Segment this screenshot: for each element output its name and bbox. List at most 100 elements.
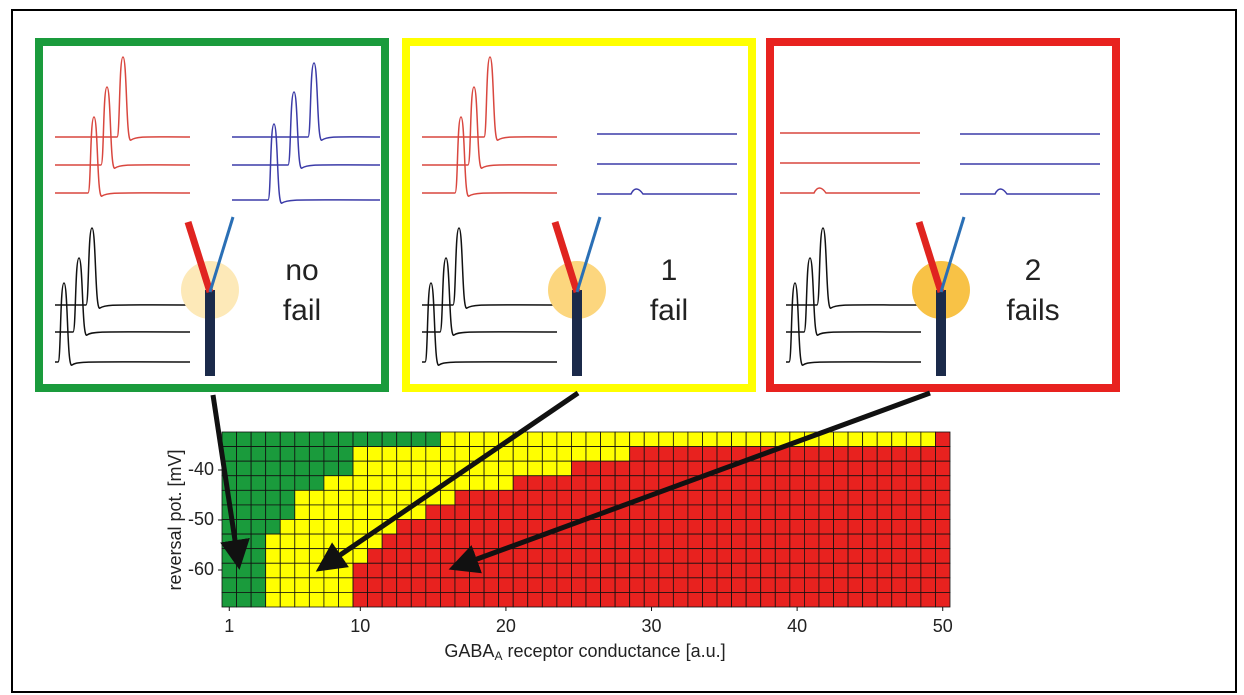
trace <box>422 257 558 336</box>
heatmap-cell <box>294 548 310 564</box>
heatmap-cell <box>279 431 296 447</box>
heatmap-cell <box>410 446 427 462</box>
heatmap-cell <box>294 489 310 506</box>
heatmap-cell <box>381 431 398 447</box>
heatmap-cell <box>294 446 310 462</box>
heatmap-cell <box>367 577 383 593</box>
heatmap-cell <box>571 431 587 447</box>
heatmap-cell <box>279 489 296 506</box>
heatmap-cell <box>847 533 864 550</box>
heatmap-cell <box>410 562 427 579</box>
heatmap-cell <box>279 592 296 608</box>
heatmap-cell <box>702 504 718 520</box>
heatmap-cell <box>338 489 354 506</box>
heatmap-cell <box>236 519 252 535</box>
panel-label: 1 <box>661 254 678 287</box>
heatmap-cell <box>600 446 616 462</box>
heatmap-cell <box>716 475 732 491</box>
heatmap-cell <box>265 431 281 447</box>
heatmap-cell <box>396 592 412 608</box>
heatmap-cell <box>672 592 689 608</box>
heatmap-cell <box>905 548 922 564</box>
heatmap-cell <box>541 431 558 447</box>
heatmap-cell <box>585 562 601 579</box>
heatmap-cell <box>541 489 558 506</box>
heatmap-cell <box>352 475 369 491</box>
heatmap-cell <box>818 504 834 520</box>
heatmap-cell <box>920 577 936 593</box>
x-tick-label: 50 <box>933 616 953 636</box>
heatmap-cell <box>250 519 267 535</box>
heatmap-cell <box>236 533 252 550</box>
heatmap-cell <box>833 489 849 506</box>
heatmap-cell <box>687 446 703 462</box>
heatmap-cell <box>265 446 281 462</box>
heatmap-cell <box>920 460 936 477</box>
heatmap-cell <box>716 548 732 564</box>
heatmap-cell <box>745 577 762 593</box>
heatmap-cell <box>352 562 369 579</box>
heatmap-cell <box>381 577 398 593</box>
heatmap-cell <box>672 548 689 564</box>
heatmap-cell <box>352 431 369 447</box>
heatmap-cell <box>716 504 732 520</box>
heatmap-cell <box>571 548 587 564</box>
heatmap-cell <box>702 519 718 535</box>
heatmap-cell <box>294 504 310 520</box>
heatmap-cell <box>847 519 864 535</box>
heatmap-cell <box>425 592 441 608</box>
heatmap-cell <box>512 489 529 506</box>
heatmap-cell <box>687 562 703 579</box>
heatmap-cell <box>571 533 587 550</box>
x-tick-label: 20 <box>496 616 516 636</box>
heatmap-cell <box>556 533 572 550</box>
heatmap-cell <box>585 577 601 593</box>
heatmap-cell <box>454 504 470 520</box>
heatmap-cell <box>658 504 674 520</box>
heatmap-cell <box>338 577 354 593</box>
heatmap-cell <box>789 562 805 579</box>
heatmap-cell <box>454 519 470 535</box>
heatmap-cell <box>294 475 310 491</box>
heatmap-cell <box>876 431 893 447</box>
heatmap-cell <box>410 548 427 564</box>
heatmap-cell <box>745 489 762 506</box>
heatmap-cell <box>308 592 325 608</box>
heatmap-cell <box>905 577 922 593</box>
heatmap-cell <box>250 504 267 520</box>
heatmap-cell <box>265 475 281 491</box>
heatmap-cell <box>658 519 674 535</box>
trace <box>780 187 920 194</box>
heatmap-cell <box>279 577 296 593</box>
heatmap-cell <box>614 519 631 535</box>
heatmap-cell <box>439 562 456 579</box>
heatmap-cell <box>818 592 834 608</box>
heatmap-cell <box>352 592 369 608</box>
heatmap-cell <box>891 446 907 462</box>
heatmap-cell <box>658 562 674 579</box>
heatmap-cell <box>425 504 441 520</box>
heatmap-cell <box>643 446 660 462</box>
heatmap-cell <box>265 577 281 593</box>
heatmap-cell <box>643 533 660 550</box>
heatmap-cell <box>541 562 558 579</box>
heatmap-cell <box>745 533 762 550</box>
heatmap-cell <box>862 475 878 491</box>
heatmap-cell <box>935 577 951 593</box>
heatmap-cell <box>862 548 878 564</box>
heatmap-cell <box>279 562 296 579</box>
heatmap-cell <box>294 519 310 535</box>
heatmap-cell <box>381 533 398 550</box>
heatmap-cell <box>905 431 922 447</box>
heatmap-cell <box>891 519 907 535</box>
heatmap-cell <box>876 460 893 477</box>
heatmap-cell <box>556 446 572 462</box>
heatmap-cell <box>512 475 529 491</box>
heatmap-cell <box>352 460 369 477</box>
heatmap-cell <box>308 446 325 462</box>
heatmap-cell <box>658 533 674 550</box>
heatmap-cell <box>221 431 237 447</box>
x-axis-label-part: GABA <box>444 641 494 661</box>
heatmap-cell <box>891 548 907 564</box>
arrow <box>315 390 580 572</box>
